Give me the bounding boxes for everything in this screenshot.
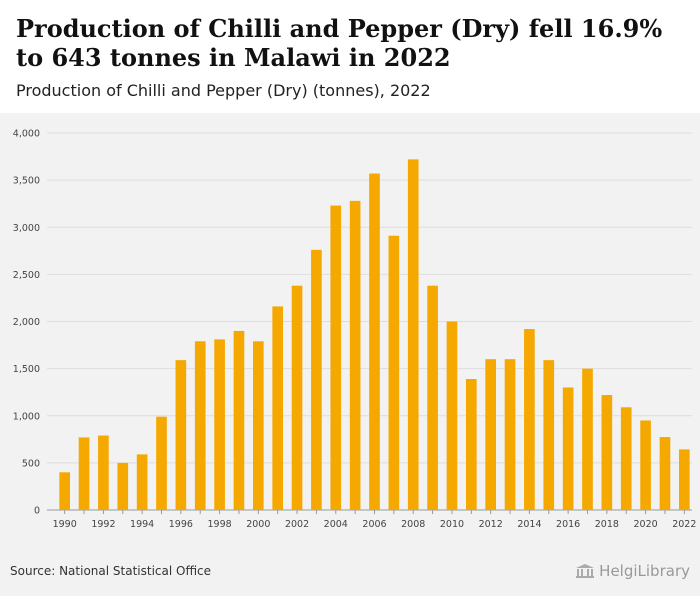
y-tick-label: 500 [22, 458, 40, 469]
bar-1998 [214, 339, 225, 510]
bar-2014 [524, 329, 535, 510]
bar-1999 [233, 330, 245, 510]
source-note: Source: National Statistical Office [10, 564, 212, 578]
bar-1991 [78, 437, 90, 510]
x-tick-label: 1994 [130, 519, 154, 530]
header: Production of Chilli and Pepper (Dry) fe… [0, 0, 700, 113]
bar-2013 [504, 359, 516, 510]
bar-2018 [601, 395, 613, 510]
x-tick-label: 1990 [53, 519, 77, 530]
bar-2003 [311, 249, 322, 510]
logo-text: HelgiLibrary [599, 562, 690, 580]
bar-2000 [252, 341, 264, 510]
y-tick-label: 3,500 [13, 176, 40, 187]
x-tick-label: 2014 [517, 519, 541, 530]
x-tick-label: 2012 [479, 519, 503, 530]
bar-1997 [194, 341, 206, 510]
y-tick-label: 2,500 [13, 270, 40, 281]
x-tick-label: 1992 [91, 519, 115, 530]
bar-1995 [156, 416, 167, 510]
chart-area: 0 500 1,000 1,500 2,000 2,500 3,000 3,500 4,000 1… [0, 113, 700, 543]
bar-1993 [117, 462, 129, 510]
y-tick-label: 2,000 [13, 317, 40, 328]
bar-2017 [582, 368, 593, 510]
x-tick-label: 2004 [324, 519, 348, 530]
y-tick-label: 4,000 [13, 129, 40, 140]
bar-2021 [659, 437, 671, 510]
chart-subtitle: Production of Chilli and Pepper (Dry) (t… [16, 81, 431, 100]
bar-2007 [388, 235, 400, 511]
bar-1994 [136, 454, 148, 510]
y-tick-label: 0 [34, 506, 40, 517]
bar-2019 [620, 407, 632, 510]
x-tick-label: 2000 [246, 519, 270, 530]
x-tick-label: 1998 [207, 519, 231, 530]
bar-1992 [98, 435, 109, 510]
x-tick-label: 2018 [595, 519, 619, 530]
bar-1990 [59, 472, 71, 510]
x-tick-label: 2016 [556, 519, 580, 530]
bar-2020 [640, 420, 651, 510]
bar-2008 [407, 159, 419, 510]
x-tick-label: 2010 [440, 519, 464, 530]
y-tick-label: 1,500 [13, 364, 40, 375]
bar-2002 [291, 285, 303, 510]
bar-chart: 0 500 1,000 1,500 2,000 2,500 3,000 3,500 4,000 1… [13, 129, 697, 531]
bar-1996 [175, 360, 187, 510]
bar-2006 [369, 173, 380, 510]
helgi-library-logo: HelgiLibrary [575, 562, 690, 580]
bar-2015 [543, 360, 555, 510]
x-tick-label: 2022 [672, 519, 696, 530]
y-tick-label: 3,000 [13, 223, 40, 234]
bar-2012 [485, 359, 497, 510]
x-tick-label: 2020 [633, 519, 657, 530]
bar-2022 [678, 449, 690, 510]
bar-2001 [272, 306, 284, 510]
y-tick-label: 1,000 [13, 411, 40, 422]
bar-2011 [465, 378, 477, 510]
bar-2010 [446, 321, 458, 510]
bar-2005 [349, 200, 361, 511]
x-tick-label: 2006 [362, 519, 386, 530]
library-building-icon [576, 564, 595, 578]
bar-2016 [562, 387, 574, 510]
bar-2004 [330, 205, 342, 510]
x-tick-label: 1996 [169, 519, 193, 530]
page-title: Production of Chilli and Pepper (Dry) fe… [16, 14, 663, 72]
x-tick-label: 2008 [401, 519, 425, 530]
x-tick-label: 2002 [285, 519, 309, 530]
bar-2009 [427, 285, 438, 510]
